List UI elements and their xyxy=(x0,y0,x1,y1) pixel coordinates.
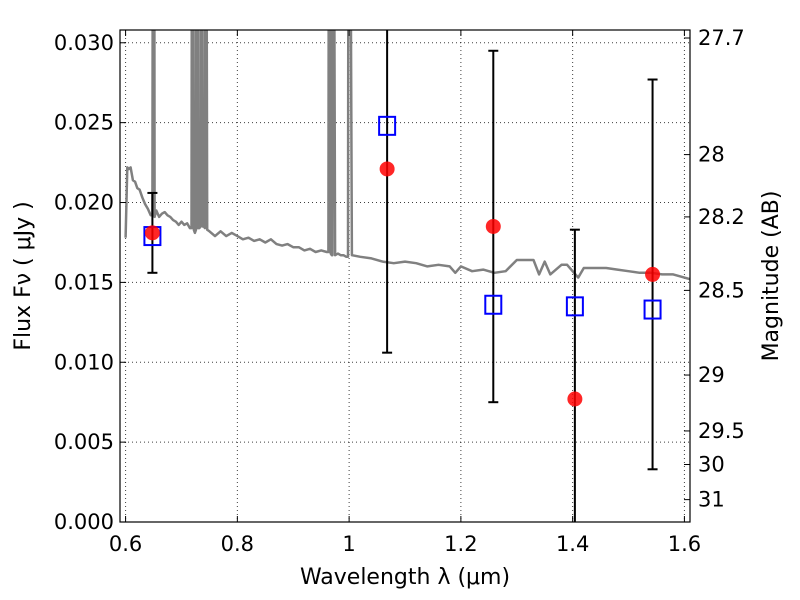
y2-tick-label: 29 xyxy=(698,363,725,387)
model-point xyxy=(378,115,397,136)
y2-tick-label: 30 xyxy=(698,452,725,476)
y-axis-label: Flux Fν ( μJy ) xyxy=(11,201,36,350)
y-tick-label: 0.025 xyxy=(54,111,114,135)
observed-point xyxy=(485,218,501,234)
y-tick-label: 0.020 xyxy=(54,191,114,215)
y2-tick-label: 28 xyxy=(698,143,725,167)
axis-ticks: 0.6 0.8 1 1.2 1.4 1.6 0.000 0.005 0.010 0.015 0.02… xyxy=(54,26,745,556)
x-tick-label: 1.4 xyxy=(556,532,589,556)
y-tick-label: 0.000 xyxy=(54,510,114,534)
model-point xyxy=(484,294,503,315)
x-tick-label: 1 xyxy=(342,532,355,556)
observed-point xyxy=(144,225,160,241)
spectrum-line xyxy=(124,30,690,281)
observed-point xyxy=(645,266,661,282)
y-tick-label: 0.015 xyxy=(54,270,114,294)
model-point xyxy=(643,299,662,320)
y-tick-label: 0.010 xyxy=(54,350,114,374)
data-points xyxy=(143,115,662,407)
y-tick-label: 0.030 xyxy=(54,31,114,55)
y-tick-label: 0.005 xyxy=(54,430,114,454)
x-tick-label: 1.2 xyxy=(444,532,477,556)
observed-point xyxy=(379,161,395,177)
x-tick-label: 0.8 xyxy=(221,532,254,556)
x-tick-label: 0.6 xyxy=(109,532,142,556)
template-spectrum xyxy=(124,30,690,281)
y2-tick-label: 28.5 xyxy=(698,278,745,302)
y2-tick-label: 29.5 xyxy=(698,419,745,443)
x-tick-label: 1.6 xyxy=(668,532,701,556)
y2-tick-label: 27.7 xyxy=(698,26,745,50)
y2-axis-label: Magnitude (AB) xyxy=(759,191,784,362)
plot-area xyxy=(120,30,690,522)
y2-tick-label: 31 xyxy=(698,488,725,512)
model-point xyxy=(565,296,584,317)
plot-frame xyxy=(119,29,691,523)
x-axis-label: Wavelength λ (μm) xyxy=(300,565,510,590)
y2-tick-label: 28.2 xyxy=(698,205,745,229)
observed-point xyxy=(567,391,583,407)
